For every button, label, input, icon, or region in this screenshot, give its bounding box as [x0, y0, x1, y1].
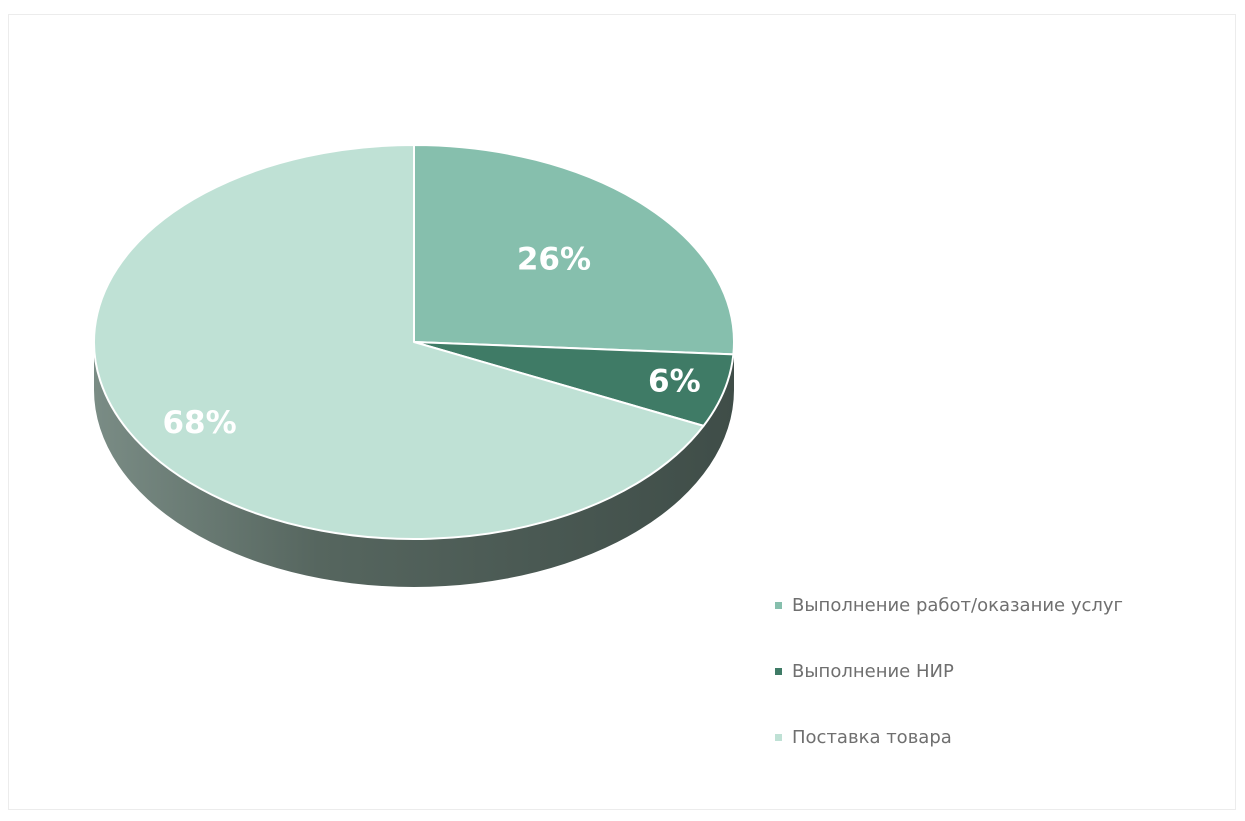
legend-label: Поставка товара	[792, 726, 952, 748]
pie-depth	[94, 342, 734, 587]
pie-slice	[413, 341, 735, 427]
legend-swatch	[775, 601, 782, 609]
data-label: 68%	[162, 405, 236, 441]
pie-labels: 26% 6% 68%	[162, 242, 700, 442]
legend-swatch	[775, 667, 782, 675]
pie-slices	[93, 144, 735, 540]
legend-item: Поставка товара	[775, 704, 1215, 770]
data-label: 6%	[648, 364, 701, 400]
legend-swatch	[775, 733, 782, 741]
data-label: 26%	[517, 242, 591, 278]
legend-label: Выполнение работ/оказание услуг	[792, 594, 1124, 616]
legend-label: Выполнение НИР	[792, 660, 954, 682]
pie-slice	[93, 144, 705, 540]
legend-item: Выполнение НИР	[775, 638, 1215, 704]
legend: Выполнение работ/оказание услуг Выполнен…	[775, 572, 1215, 770]
legend-item: Выполнение работ/оказание услуг	[775, 572, 1215, 638]
pie-slice	[413, 144, 735, 356]
pie-side	[94, 342, 734, 587]
